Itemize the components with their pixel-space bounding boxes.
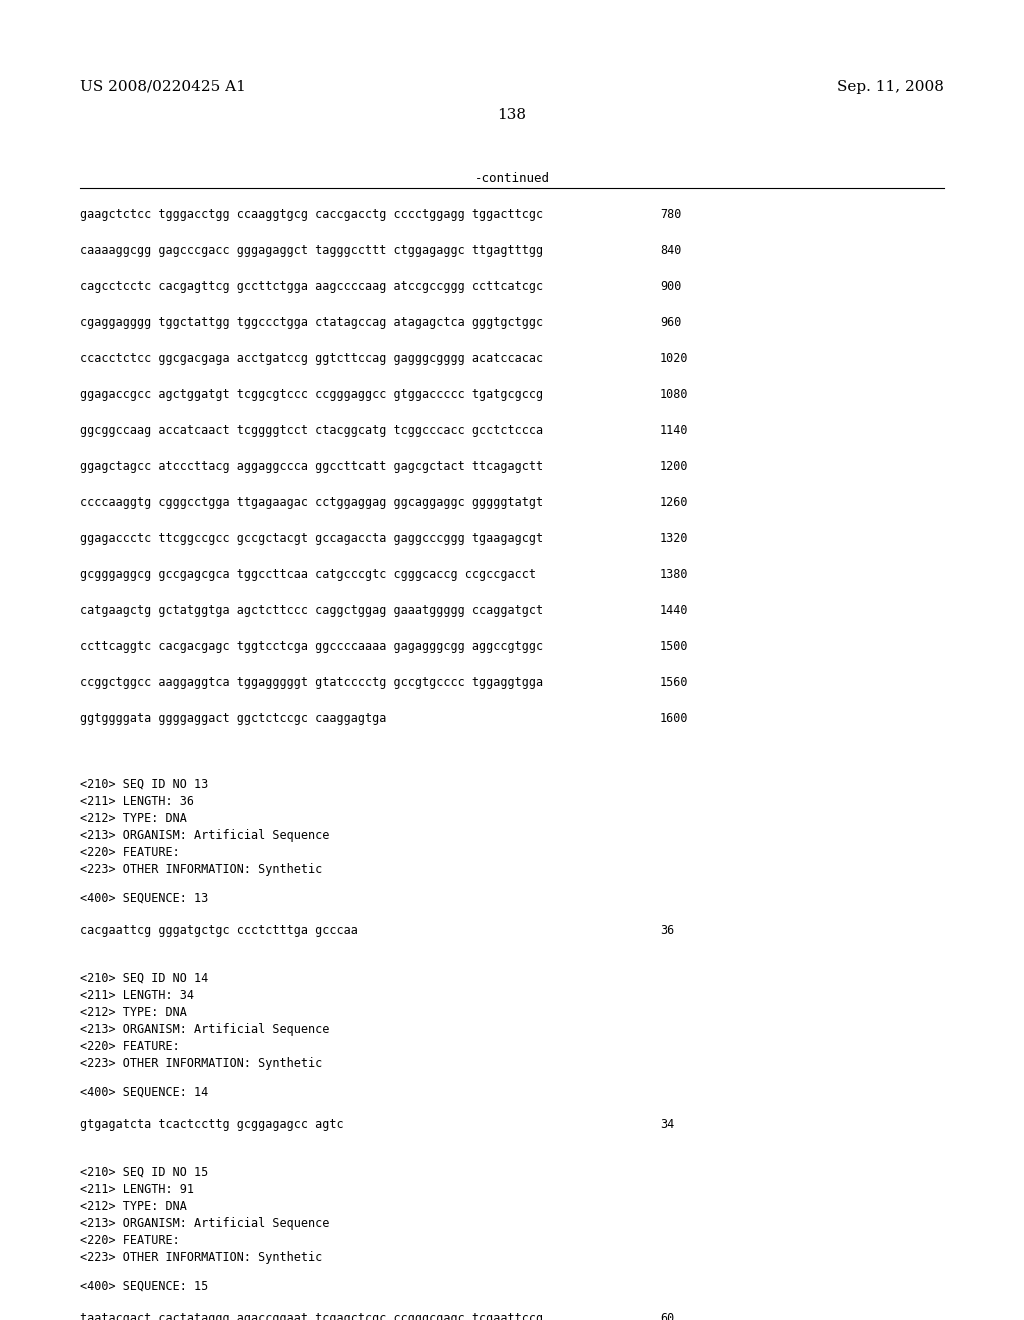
Text: ggcggccaag accatcaact tcggggtcct ctacggcatg tcggcccacc gcctctccca: ggcggccaag accatcaact tcggggtcct ctacggc…	[80, 424, 543, 437]
Text: 1560: 1560	[660, 676, 688, 689]
Text: cagcctcctc cacgagttcg gccttctgga aagccccaag atccgccggg ccttcatcgc: cagcctcctc cacgagttcg gccttctgga aagcccc…	[80, 280, 543, 293]
Text: 1020: 1020	[660, 352, 688, 366]
Text: catgaagctg gctatggtga agctcttccc caggctggag gaaatggggg ccaggatgct: catgaagctg gctatggtga agctcttccc caggctg…	[80, 605, 543, 616]
Text: 960: 960	[660, 315, 681, 329]
Text: cgaggagggg tggctattgg tggccctgga ctatagccag atagagctca gggtgctggc: cgaggagggg tggctattgg tggccctgga ctatagc…	[80, 315, 543, 329]
Text: <211> LENGTH: 91: <211> LENGTH: 91	[80, 1183, 194, 1196]
Text: <210> SEQ ID NO 15: <210> SEQ ID NO 15	[80, 1166, 208, 1179]
Text: <210> SEQ ID NO 13: <210> SEQ ID NO 13	[80, 777, 208, 791]
Text: 840: 840	[660, 244, 681, 257]
Text: ggagctagcc atcccttacg aggaggccca ggccttcatt gagcgctact ttcagagctt: ggagctagcc atcccttacg aggaggccca ggccttc…	[80, 459, 543, 473]
Text: <213> ORGANISM: Artificial Sequence: <213> ORGANISM: Artificial Sequence	[80, 829, 330, 842]
Text: 36: 36	[660, 924, 674, 937]
Text: 1440: 1440	[660, 605, 688, 616]
Text: -continued: -continued	[474, 172, 550, 185]
Text: 900: 900	[660, 280, 681, 293]
Text: 780: 780	[660, 209, 681, 220]
Text: <220> FEATURE:: <220> FEATURE:	[80, 1040, 180, 1053]
Text: <400> SEQUENCE: 13: <400> SEQUENCE: 13	[80, 892, 208, 906]
Text: Sep. 11, 2008: Sep. 11, 2008	[838, 81, 944, 94]
Text: 1500: 1500	[660, 640, 688, 653]
Text: <212> TYPE: DNA: <212> TYPE: DNA	[80, 812, 186, 825]
Text: ccttcaggtc cacgacgagc tggtcctcga ggccccaaaa gagagggcgg aggccgtggc: ccttcaggtc cacgacgagc tggtcctcga ggcccca…	[80, 640, 543, 653]
Text: gtgagatcta tcactccttg gcggagagcc agtc: gtgagatcta tcactccttg gcggagagcc agtc	[80, 1118, 344, 1131]
Text: 1380: 1380	[660, 568, 688, 581]
Text: <223> OTHER INFORMATION: Synthetic: <223> OTHER INFORMATION: Synthetic	[80, 1057, 323, 1071]
Text: ggagaccctc ttcggccgcc gccgctacgt gccagaccta gaggcccggg tgaagagcgt: ggagaccctc ttcggccgcc gccgctacgt gccagac…	[80, 532, 543, 545]
Text: ggagaccgcc agctggatgt tcggcgtccc ccgggaggcc gtggaccccc tgatgcgccg: ggagaccgcc agctggatgt tcggcgtccc ccgggag…	[80, 388, 543, 401]
Text: 1140: 1140	[660, 424, 688, 437]
Text: <213> ORGANISM: Artificial Sequence: <213> ORGANISM: Artificial Sequence	[80, 1217, 330, 1230]
Text: <212> TYPE: DNA: <212> TYPE: DNA	[80, 1200, 186, 1213]
Text: ggtggggata ggggaggact ggctctccgc caaggagtga: ggtggggata ggggaggact ggctctccgc caaggag…	[80, 711, 386, 725]
Text: 1320: 1320	[660, 532, 688, 545]
Text: <220> FEATURE:: <220> FEATURE:	[80, 846, 180, 859]
Text: <223> OTHER INFORMATION: Synthetic: <223> OTHER INFORMATION: Synthetic	[80, 1251, 323, 1265]
Text: <211> LENGTH: 34: <211> LENGTH: 34	[80, 989, 194, 1002]
Text: <400> SEQUENCE: 15: <400> SEQUENCE: 15	[80, 1280, 208, 1294]
Text: 1260: 1260	[660, 496, 688, 510]
Text: gaagctctcc tgggacctgg ccaaggtgcg caccgacctg cccctggagg tggacttcgc: gaagctctcc tgggacctgg ccaaggtgcg caccgac…	[80, 209, 543, 220]
Text: ccggctggcc aaggaggtca tggagggggt gtatcccctg gccgtgcccc tggaggtgga: ccggctggcc aaggaggtca tggagggggt gtatccc…	[80, 676, 543, 689]
Text: gcgggaggcg gccgagcgca tggccttcaa catgcccgtc cgggcaccg ccgccgacct: gcgggaggcg gccgagcgca tggccttcaa catgccc…	[80, 568, 536, 581]
Text: 138: 138	[498, 108, 526, 121]
Text: 1080: 1080	[660, 388, 688, 401]
Text: <212> TYPE: DNA: <212> TYPE: DNA	[80, 1006, 186, 1019]
Text: caaaaggcgg gagcccgacc gggagaggct tagggccttt ctggagaggc ttgagtttgg: caaaaggcgg gagcccgacc gggagaggct tagggcc…	[80, 244, 543, 257]
Text: cacgaattcg gggatgctgc ccctctttga gcccaa: cacgaattcg gggatgctgc ccctctttga gcccaa	[80, 924, 357, 937]
Text: 34: 34	[660, 1118, 674, 1131]
Text: <223> OTHER INFORMATION: Synthetic: <223> OTHER INFORMATION: Synthetic	[80, 863, 323, 876]
Text: <400> SEQUENCE: 14: <400> SEQUENCE: 14	[80, 1086, 208, 1100]
Text: <210> SEQ ID NO 14: <210> SEQ ID NO 14	[80, 972, 208, 985]
Text: ccacctctcc ggcgacgaga acctgatccg ggtcttccag gagggcgggg acatccacac: ccacctctcc ggcgacgaga acctgatccg ggtcttc…	[80, 352, 543, 366]
Text: 1600: 1600	[660, 711, 688, 725]
Text: taatacgact cactataggg agaccggaat tcgagctcgc ccgggcgagc tcgaattccg: taatacgact cactataggg agaccggaat tcgagct…	[80, 1312, 543, 1320]
Text: <213> ORGANISM: Artificial Sequence: <213> ORGANISM: Artificial Sequence	[80, 1023, 330, 1036]
Text: ccccaaggtg cgggcctgga ttgagaagac cctggaggag ggcaggaggc gggggtatgt: ccccaaggtg cgggcctgga ttgagaagac cctggag…	[80, 496, 543, 510]
Text: 1200: 1200	[660, 459, 688, 473]
Text: 60: 60	[660, 1312, 674, 1320]
Text: <211> LENGTH: 36: <211> LENGTH: 36	[80, 795, 194, 808]
Text: US 2008/0220425 A1: US 2008/0220425 A1	[80, 81, 246, 94]
Text: <220> FEATURE:: <220> FEATURE:	[80, 1234, 180, 1247]
